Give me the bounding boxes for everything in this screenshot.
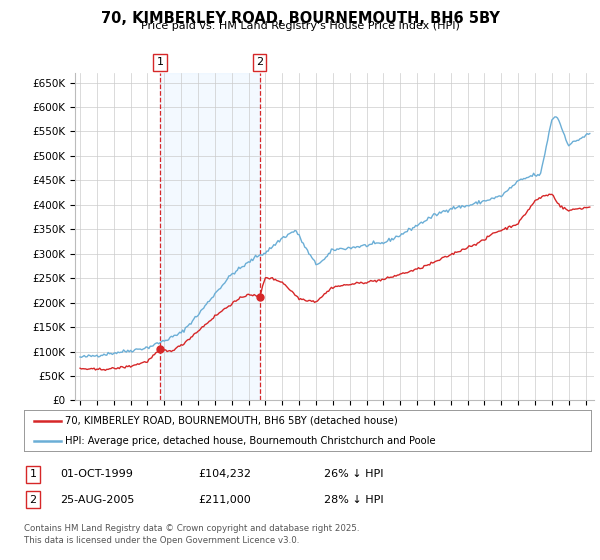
Text: 1: 1 <box>157 57 164 67</box>
Text: Contains HM Land Registry data © Crown copyright and database right 2025.: Contains HM Land Registry data © Crown c… <box>24 524 359 533</box>
Text: £104,232: £104,232 <box>198 469 251 479</box>
Text: 2: 2 <box>29 494 37 505</box>
Text: HPI: Average price, detached house, Bournemouth Christchurch and Poole: HPI: Average price, detached house, Bour… <box>65 436 436 446</box>
Text: 28% ↓ HPI: 28% ↓ HPI <box>324 494 383 505</box>
Text: £211,000: £211,000 <box>198 494 251 505</box>
Text: 01-OCT-1999: 01-OCT-1999 <box>60 469 133 479</box>
Text: 70, KIMBERLEY ROAD, BOURNEMOUTH, BH6 5BY: 70, KIMBERLEY ROAD, BOURNEMOUTH, BH6 5BY <box>101 11 499 26</box>
Text: 26% ↓ HPI: 26% ↓ HPI <box>324 469 383 479</box>
Text: Price paid vs. HM Land Registry's House Price Index (HPI): Price paid vs. HM Land Registry's House … <box>140 21 460 31</box>
Bar <box>160 73 260 400</box>
Text: 70, KIMBERLEY ROAD, BOURNEMOUTH, BH6 5BY (detached house): 70, KIMBERLEY ROAD, BOURNEMOUTH, BH6 5BY… <box>65 416 398 426</box>
Text: 25-AUG-2005: 25-AUG-2005 <box>60 494 134 505</box>
Text: This data is licensed under the Open Government Licence v3.0.: This data is licensed under the Open Gov… <box>24 536 299 545</box>
Text: 2: 2 <box>256 57 263 67</box>
Text: 1: 1 <box>29 469 37 479</box>
